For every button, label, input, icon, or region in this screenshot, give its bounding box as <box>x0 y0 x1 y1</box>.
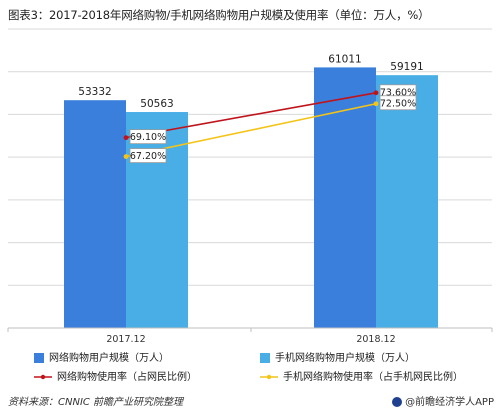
chart-title: 图表3：2017-2018年网络购物/手机网络购物用户规模及使用率（单位：万人，… <box>8 8 430 22</box>
legend-swatch <box>260 353 270 363</box>
legend-swatch <box>34 353 44 363</box>
rate-label-box <box>129 148 167 163</box>
bar-1-0 <box>126 112 188 328</box>
x-axis: 2017.12 2018.12 <box>7 327 493 345</box>
rate-point <box>373 90 379 96</box>
legend-item-bar-1: 手机网络购物用户规模（万人） <box>260 349 415 364</box>
x-tick-label: 2018.12 <box>356 334 395 345</box>
legend-item-line-0: 网络购物使用率（占网民比例） <box>34 368 197 383</box>
bar-0-0 <box>64 100 126 329</box>
rate-line-0 <box>125 91 377 139</box>
rate-label: 67.20% <box>130 151 166 162</box>
rate-point <box>373 101 379 107</box>
legend-swatch <box>34 374 52 380</box>
rate-label: 73.60% <box>380 87 416 98</box>
rate-line-1 <box>125 102 377 158</box>
bar-value-label: 59191 <box>390 61 423 73</box>
legend-item-line-1: 手机网络购物使用率（占手机网民比例） <box>260 368 463 383</box>
rate-point <box>123 135 129 141</box>
rate-label-box <box>379 95 417 111</box>
rate-label-box <box>129 129 167 145</box>
bar-1-1 <box>376 75 438 329</box>
bars: 53332 61011 50563 59191 <box>64 53 438 329</box>
source-note: 资料来源：CNNIC 前瞻产业研究院整理 <box>8 397 184 408</box>
bar-value-label: 61011 <box>328 53 361 65</box>
brand-logo-icon <box>392 397 403 407</box>
rate-label: 69.10% <box>130 132 166 143</box>
legend-item-bar-0: 网络购物用户规模（万人） <box>34 349 169 364</box>
bar-value-label: 50563 <box>140 98 173 110</box>
bar-value-label: 53332 <box>78 86 111 98</box>
brand-credit: @前瞻经济学人APP <box>392 393 494 408</box>
rate-label: 72.50% <box>380 98 416 109</box>
legend-swatch <box>260 374 278 380</box>
rate-lines: 69.10% 73.60% 67.20% 72.50% <box>123 84 417 163</box>
rate-point <box>123 154 129 159</box>
x-tick-label: 2017.12 <box>106 334 145 345</box>
